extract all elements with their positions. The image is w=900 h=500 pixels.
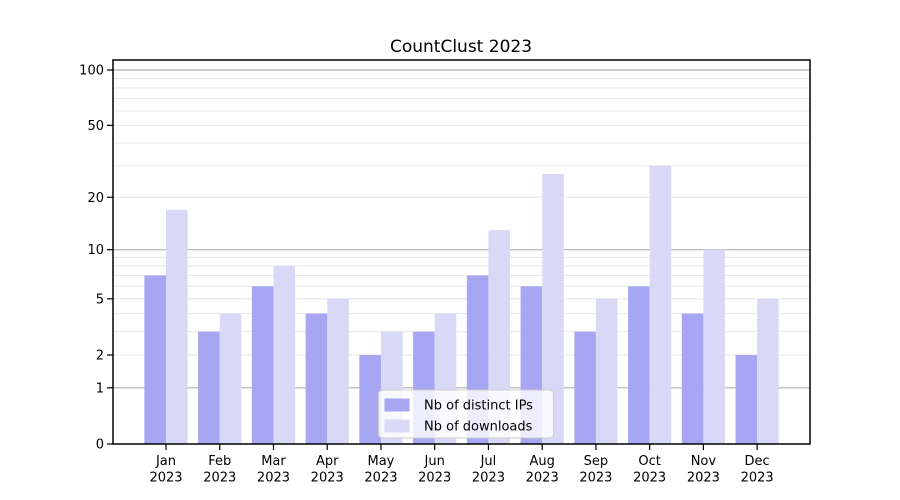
bar-downloads-jan: [166, 209, 188, 444]
y-tick-label: 10: [87, 243, 104, 258]
bar-downloads-aug: [542, 173, 564, 444]
x-tick-label: Sep 2023: [579, 454, 612, 486]
x-tick-label: Jun 2023: [418, 454, 451, 486]
x-tick-label: May 2023: [364, 454, 397, 486]
x-tick-label: Feb 2023: [203, 454, 236, 486]
bar-downloads-nov: [703, 249, 725, 444]
x-tick-label: Aug 2023: [526, 454, 559, 486]
x-tick-label: Apr 2023: [311, 454, 344, 486]
bar-downloads-mar: [273, 265, 296, 444]
x-tick-label: Oct 2023: [633, 454, 666, 486]
bar-distinct-ips-jan: [144, 275, 166, 444]
y-tick-label: 50: [87, 119, 104, 134]
bar-distinct-ips-may: [359, 354, 381, 444]
legend: Nb of distinct IPs Nb of downloads: [378, 389, 554, 439]
bar-distinct-ips-dec: [735, 354, 758, 444]
x-tick-label: Jul 2023: [472, 454, 505, 486]
y-tick-label: 100: [79, 64, 104, 79]
plot-border: [112, 59, 811, 445]
chart-title: CountClust 2023: [390, 37, 532, 57]
bar-distinct-ips-apr: [305, 313, 328, 444]
bar-downloads-sep: [595, 298, 618, 444]
x-tick-label: Jan 2023: [149, 454, 182, 486]
y-tick-label: 0: [96, 438, 104, 453]
x-tick-label: Mar 2023: [257, 454, 290, 486]
bar-downloads-oct: [649, 165, 672, 444]
legend-label-downloads: Nb of downloads: [424, 420, 533, 435]
bar-distinct-ips-feb: [198, 331, 220, 444]
bar-distinct-ips-sep: [574, 331, 596, 444]
axes-spines: [112, 59, 811, 445]
y-tick-label: 1: [96, 381, 104, 396]
bar-distinct-ips-nov: [681, 313, 704, 444]
y-tick-label: 5: [96, 292, 104, 307]
bar-downloads-apr: [327, 298, 349, 444]
bar-distinct-ips-mar: [251, 286, 274, 444]
y-tick-label: 20: [87, 191, 104, 206]
legend-label-distinct-ips: Nb of distinct IPs: [424, 399, 533, 414]
x-axis-ticks: Jan 2023 Feb 2023 Mar 2023 Apr 2023 May 2023 Jun 20…: [149, 444, 774, 486]
bar-downloads-feb: [219, 313, 242, 444]
y-tick-label: 2: [96, 348, 104, 363]
x-tick-label: Nov 2023: [687, 454, 720, 486]
y-axis-ticks: 0 1 2 5 10 20 50 100: [79, 64, 113, 453]
x-tick-label: Dec 2023: [741, 454, 774, 486]
bar-downloads-dec: [757, 298, 779, 444]
legend-box: [378, 389, 554, 439]
legend-swatch-downloads: [384, 419, 410, 433]
bar-distinct-ips-oct: [628, 286, 650, 444]
legend-swatch-distinct-ips: [384, 398, 410, 412]
